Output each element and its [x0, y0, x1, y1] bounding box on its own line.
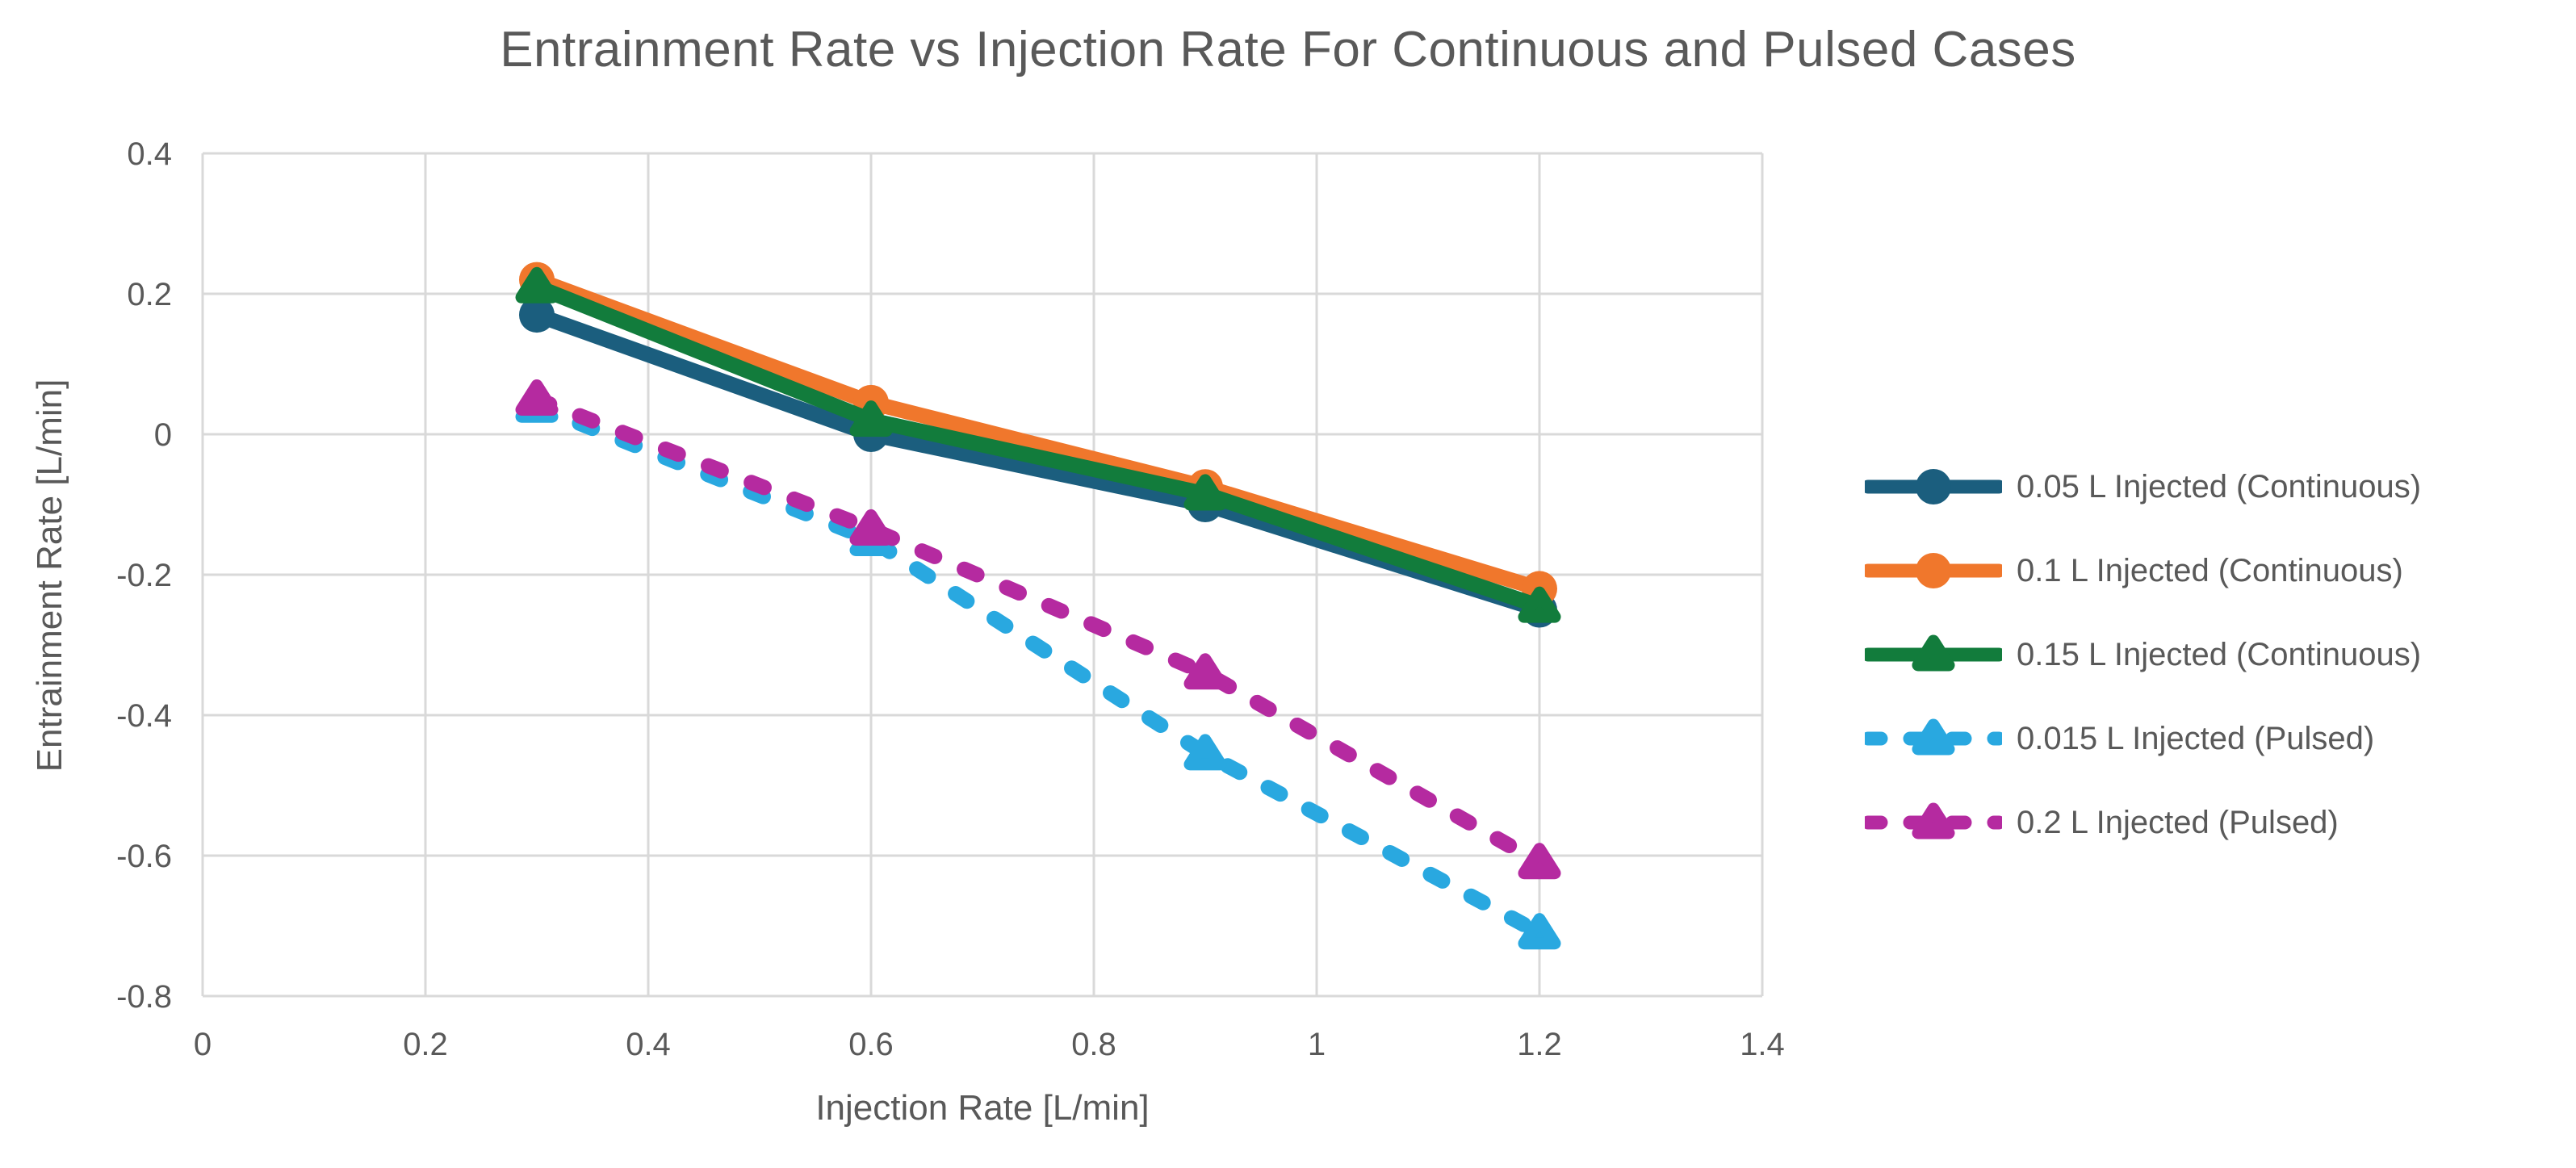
y-tick-label: 0: [154, 417, 172, 453]
legend-line-sample: [1865, 469, 2002, 504]
x-tick-label: 0.4: [626, 1027, 671, 1062]
legend-item-3: 0.015 L Injected (Pulsed): [1865, 718, 2421, 759]
data-point-marker: [1912, 634, 1955, 672]
y-axis-title: Entrainment Rate [L/min]: [30, 379, 69, 772]
legend-item-label: 0.015 L Injected (Pulsed): [2017, 720, 2375, 756]
legend-item-2: 0.15 L Injected (Continuous): [1865, 634, 2421, 675]
y-tick-label: 0.2: [127, 277, 172, 312]
data-point-marker: [515, 266, 559, 304]
data-point-marker: [515, 379, 559, 416]
x-tick-label: 0.2: [403, 1027, 448, 1062]
data-point-marker: [1916, 469, 1951, 504]
x-tick-label: 1: [1308, 1027, 1326, 1062]
legend-item-label: 0.05 L Injected (Continuous): [2017, 468, 2422, 504]
data-point-marker: [1183, 653, 1227, 690]
y-tick-label: -0.8: [116, 979, 172, 1015]
x-tick-label: 0.8: [1071, 1027, 1116, 1062]
series-line: [529, 272, 1548, 597]
legend-line-sample: [1865, 634, 2002, 672]
data-point-marker: [849, 400, 893, 437]
data-point-marker: [1518, 843, 1561, 880]
legend-line-sample: [1865, 718, 2002, 756]
y-tick-label: -0.2: [116, 558, 172, 593]
x-tick-label: 1.2: [1517, 1027, 1562, 1062]
data-point-marker: [1518, 913, 1561, 950]
legend: 0.05 L Injected (Continuous) 0.1 L Inject…: [1865, 467, 2421, 886]
chart-title: Entrainment Rate vs Injection Rate For C…: [500, 22, 2076, 77]
y-tick-label: 0.4: [127, 136, 172, 172]
x-axis-title: Injection Rate [L/min]: [815, 1088, 1150, 1128]
legend-item-label: 0.1 L Injected (Continuous): [2017, 552, 2403, 588]
legend-item-4: 0.2 L Injected (Pulsed): [1865, 802, 2421, 843]
x-tick-label: 0: [194, 1027, 212, 1062]
legend-line-sample: [1865, 553, 2002, 588]
legend-item-0: 0.05 L Injected (Continuous): [1865, 467, 2421, 507]
data-point-marker: [1183, 734, 1227, 771]
data-point-marker: [849, 509, 893, 546]
y-tick-label: -0.4: [116, 698, 172, 734]
series-2: [515, 266, 1561, 623]
data-point-marker: [1183, 474, 1227, 511]
data-point-marker: [1518, 586, 1561, 623]
series-line: [529, 398, 1548, 941]
series-line: [529, 278, 1548, 614]
data-point-marker: [1916, 553, 1951, 588]
legend-item-1: 0.1 L Injected (Continuous): [1865, 551, 2421, 591]
legend-item-label: 0.2 L Injected (Pulsed): [2017, 804, 2339, 840]
x-tick-label: 0.6: [848, 1027, 894, 1062]
data-point-marker: [1912, 718, 1955, 756]
series-line: [529, 391, 1548, 871]
series-4: [515, 379, 1561, 880]
legend-item-label: 0.15 L Injected (Continuous): [2017, 636, 2422, 672]
legend-line-sample: [1865, 802, 2002, 839]
data-point-marker: [519, 297, 555, 333]
y-tick-label: -0.6: [116, 839, 172, 874]
x-tick-label: 1.4: [1740, 1027, 1785, 1062]
data-point-marker: [1912, 802, 1955, 839]
